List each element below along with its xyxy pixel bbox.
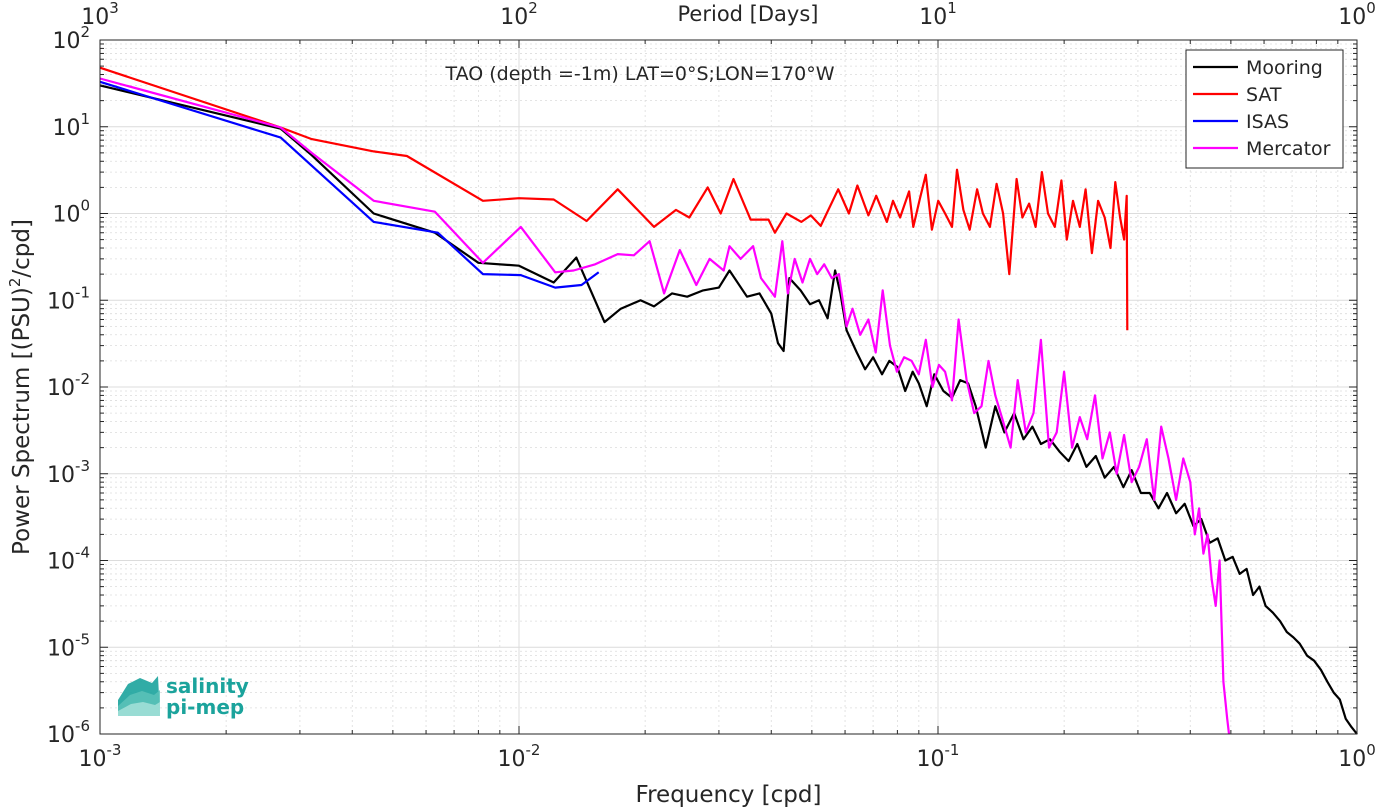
y-tick-label-base: 10 bbox=[47, 636, 75, 661]
top-tick-label-exp: 1 bbox=[947, 0, 957, 17]
y-axis-label: Power Spectrum [(PSU)2/cpd] bbox=[6, 219, 35, 555]
y-tick-label-base: 10 bbox=[52, 203, 80, 228]
legend: Mooring SAT ISAS Mercator bbox=[1185, 49, 1344, 169]
x-tick-label-base: 10 bbox=[917, 747, 945, 772]
y-tick-label-base: 10 bbox=[47, 463, 75, 488]
y-tick-label-base: 10 bbox=[47, 723, 75, 748]
x-tick-label: 100 bbox=[1338, 741, 1376, 772]
y-tick-label: 10-1 bbox=[47, 283, 90, 314]
x-axis-label: Frequency [cpd] bbox=[636, 782, 822, 808]
series-line-mooring bbox=[99, 84, 1358, 735]
top-tick-label-base: 10 bbox=[1338, 5, 1366, 30]
y-tick-label: 100 bbox=[52, 197, 90, 228]
top-tick-label: 103 bbox=[81, 0, 119, 30]
grid bbox=[99, 40, 1357, 735]
x-tick-label-base: 10 bbox=[498, 747, 526, 772]
y-tick-label-base: 10 bbox=[47, 289, 75, 314]
x-tick-label-exp: -3 bbox=[107, 741, 122, 759]
y-tick-label-exp: -6 bbox=[75, 717, 90, 735]
series-line-isas bbox=[99, 80, 600, 289]
x-tick-label-exp: 0 bbox=[1366, 741, 1376, 759]
y-tick-label-exp: 2 bbox=[80, 23, 90, 41]
legend-label-isas: ISAS bbox=[1246, 111, 1289, 133]
y-tick-label: 10-4 bbox=[47, 544, 90, 575]
legend-label-mooring: Mooring bbox=[1246, 57, 1323, 79]
logo-line2: pi-mep bbox=[166, 695, 244, 719]
x-tick-label-base: 10 bbox=[1338, 747, 1366, 772]
logo-line1: salinity bbox=[166, 674, 249, 698]
series-lines bbox=[99, 66, 1358, 735]
y-axis-label-exp: 2 bbox=[6, 278, 24, 288]
y-tick-label-exp: -3 bbox=[75, 457, 90, 475]
y-axis-label-main: Power Spectrum [(PSU) bbox=[9, 287, 35, 555]
top-tick-label-exp: 0 bbox=[1366, 0, 1376, 17]
x-tick-label: 10-3 bbox=[79, 741, 122, 772]
top-axis-label: Period [Days] bbox=[678, 2, 819, 26]
y-tick-label-exp: -5 bbox=[75, 630, 90, 648]
y-tick-label-exp: 1 bbox=[80, 110, 90, 128]
y-tick-label: 102 bbox=[52, 23, 90, 54]
y-tick-label: 10-3 bbox=[47, 457, 90, 488]
y-axis-label-tail: /cpd] bbox=[9, 219, 35, 278]
waves-icon bbox=[118, 676, 160, 716]
x-tick-label-exp: -2 bbox=[526, 741, 541, 759]
y-tick-label: 101 bbox=[52, 110, 90, 141]
y-tick-label-base: 10 bbox=[47, 376, 75, 401]
top-tick-label: 102 bbox=[500, 0, 538, 30]
y-tick-label: 10-5 bbox=[47, 630, 90, 661]
y-tick-label-base: 10 bbox=[52, 29, 80, 54]
legend-label-sat: SAT bbox=[1246, 84, 1282, 106]
x-tick-label-exp: -1 bbox=[945, 741, 960, 759]
top-tick-label: 101 bbox=[919, 0, 957, 30]
y-tick-label-exp: -4 bbox=[75, 544, 90, 562]
y-tick-label: 10-2 bbox=[47, 370, 90, 401]
y-tick-label-base: 10 bbox=[47, 550, 75, 575]
y-tick-label-base: 10 bbox=[52, 116, 80, 141]
series-line-mercator bbox=[99, 77, 1231, 735]
x-tick-label-base: 10 bbox=[79, 747, 107, 772]
legend-label-mercator: Mercator bbox=[1246, 138, 1331, 160]
y-tick-label: 10-6 bbox=[47, 717, 90, 748]
top-tick-label-base: 10 bbox=[919, 5, 947, 30]
series-line-sat bbox=[99, 66, 1129, 331]
x-tick-label: 10-1 bbox=[917, 741, 960, 772]
salinity-pi-mep-logo: salinity pi-mep bbox=[118, 674, 249, 719]
top-tick-label-exp: 3 bbox=[109, 0, 119, 17]
top-tick-label-exp: 2 bbox=[528, 0, 538, 17]
y-tick-label-exp: -2 bbox=[75, 370, 90, 388]
x-tick-label: 10-2 bbox=[498, 741, 541, 772]
top-tick-label-base: 10 bbox=[500, 5, 528, 30]
chart-title: TAO (depth =-1m) LAT=0°S;LON=170°W bbox=[444, 63, 834, 85]
y-tick-label-exp: -1 bbox=[75, 283, 90, 301]
y-tick-label-exp: 0 bbox=[80, 197, 90, 215]
top-tick-label-base: 10 bbox=[81, 5, 109, 30]
top-tick-label: 100 bbox=[1338, 0, 1376, 30]
